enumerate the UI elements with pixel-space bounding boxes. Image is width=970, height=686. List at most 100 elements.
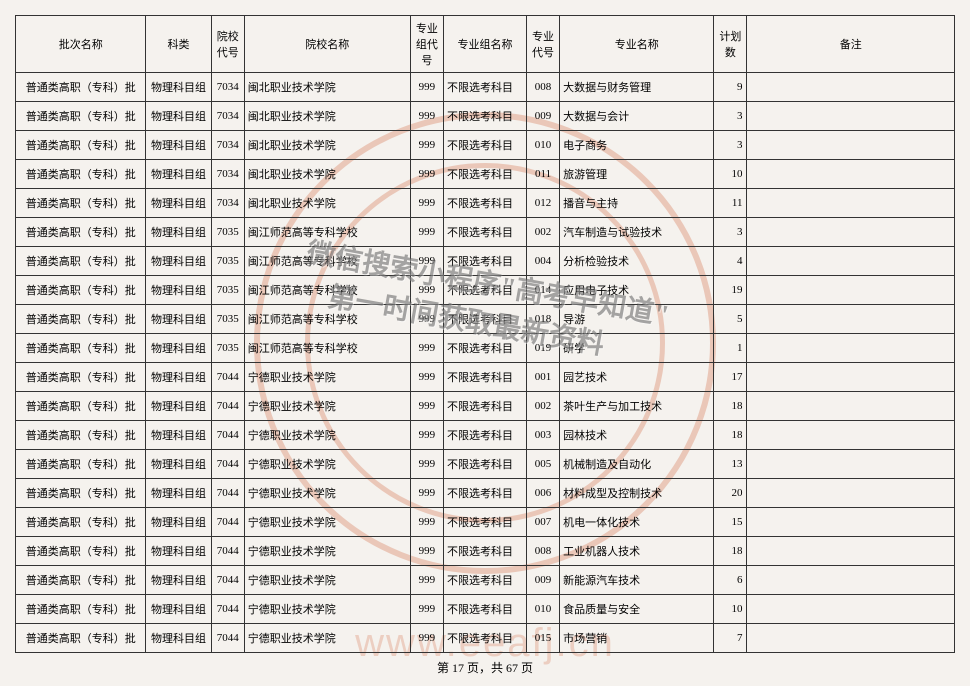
table-cell: 7035 (211, 218, 244, 247)
table-cell: 5 (714, 305, 747, 334)
table-cell: 物理科目组 (146, 450, 211, 479)
table-cell: 007 (526, 508, 559, 537)
table-cell (747, 276, 955, 305)
table-cell: 普通类高职（专科）批 (16, 276, 146, 305)
table-cell: 食品质量与安全 (560, 595, 714, 624)
table-cell: 18 (714, 537, 747, 566)
table-cell: 宁德职业技术学院 (244, 479, 410, 508)
table-cell: 普通类高职（专科）批 (16, 334, 146, 363)
page-footer: 第 17 页，共 67 页 (15, 659, 955, 676)
table-cell (747, 392, 955, 421)
table-cell (747, 218, 955, 247)
table-cell (747, 508, 955, 537)
table-cell: 物理科目组 (146, 247, 211, 276)
table-cell: 物理科目组 (146, 189, 211, 218)
table-cell (747, 131, 955, 160)
table-cell: 999 (410, 508, 443, 537)
table-cell: 不限选考科目 (443, 450, 526, 479)
table-cell (747, 450, 955, 479)
table-row: 普通类高职（专科）批物理科目组7044宁德职业技术学院999不限选考科目007机… (16, 508, 955, 537)
table-cell: 物理科目组 (146, 363, 211, 392)
table-cell: 003 (526, 421, 559, 450)
table-cell: 普通类高职（专科）批 (16, 305, 146, 334)
table-cell (747, 537, 955, 566)
table-cell: 012 (526, 189, 559, 218)
table-cell: 普通类高职（专科）批 (16, 421, 146, 450)
table-cell: 普通类高职（专科）批 (16, 160, 146, 189)
table-cell: 宁德职业技术学院 (244, 392, 410, 421)
table-cell: 普通类高职（专科）批 (16, 479, 146, 508)
col-header: 院校代号 (211, 16, 244, 73)
table-cell: 物理科目组 (146, 218, 211, 247)
table-cell: 11 (714, 189, 747, 218)
table-cell: 006 (526, 479, 559, 508)
table-body: 普通类高职（专科）批物理科目组7034闽北职业技术学院999不限选考科目008大… (16, 73, 955, 653)
table-cell: 3 (714, 131, 747, 160)
table-cell: 19 (714, 276, 747, 305)
table-cell: 001 (526, 363, 559, 392)
table-cell: 不限选考科目 (443, 363, 526, 392)
table-row: 普通类高职（专科）批物理科目组7044宁德职业技术学院999不限选考科目010食… (16, 595, 955, 624)
table-cell: 宁德职业技术学院 (244, 537, 410, 566)
table-cell: 002 (526, 392, 559, 421)
table-cell: 7044 (211, 421, 244, 450)
table-cell: 999 (410, 566, 443, 595)
table-cell: 不限选考科目 (443, 392, 526, 421)
table-cell: 不限选考科目 (443, 624, 526, 653)
table-cell: 7035 (211, 334, 244, 363)
table-cell: 10 (714, 160, 747, 189)
table-cell: 普通类高职（专科）批 (16, 247, 146, 276)
table-cell: 普通类高职（专科）批 (16, 131, 146, 160)
table-cell: 1 (714, 334, 747, 363)
table-cell: 999 (410, 392, 443, 421)
table-cell: 7034 (211, 73, 244, 102)
table-cell: 7044 (211, 595, 244, 624)
table-cell: 大数据与会计 (560, 102, 714, 131)
table-cell: 999 (410, 218, 443, 247)
table-row: 普通类高职（专科）批物理科目组7044宁德职业技术学院999不限选考科目006材… (16, 479, 955, 508)
col-header: 备注 (747, 16, 955, 73)
table-row: 普通类高职（专科）批物理科目组7044宁德职业技术学院999不限选考科目009新… (16, 566, 955, 595)
table-cell: 不限选考科目 (443, 73, 526, 102)
table-cell: 宁德职业技术学院 (244, 624, 410, 653)
table-cell (747, 479, 955, 508)
table-cell: 不限选考科目 (443, 218, 526, 247)
table-cell: 普通类高职（专科）批 (16, 450, 146, 479)
table-cell: 物理科目组 (146, 421, 211, 450)
table-cell: 7044 (211, 566, 244, 595)
table-row: 普通类高职（专科）批物理科目组7034闽北职业技术学院999不限选考科目011旅… (16, 160, 955, 189)
table-cell: 3 (714, 218, 747, 247)
table-cell: 999 (410, 73, 443, 102)
table-cell: 宁德职业技术学院 (244, 566, 410, 595)
table-cell: 普通类高职（专科）批 (16, 102, 146, 131)
table-cell: 7035 (211, 276, 244, 305)
table-cell: 大数据与财务管理 (560, 73, 714, 102)
table-cell: 闽北职业技术学院 (244, 73, 410, 102)
table-cell: 宁德职业技术学院 (244, 508, 410, 537)
table-cell (747, 595, 955, 624)
table-cell: 7044 (211, 537, 244, 566)
table-cell: 闽北职业技术学院 (244, 189, 410, 218)
table-cell: 999 (410, 479, 443, 508)
table-cell: 008 (526, 537, 559, 566)
table-cell (747, 334, 955, 363)
table-cell: 普通类高职（专科）批 (16, 595, 146, 624)
table-cell: 闽江师范高等专科学校 (244, 334, 410, 363)
table-header-row: 批次名称科类院校代号院校名称专业组代号专业组名称专业代号专业名称计划数备注 (16, 16, 955, 73)
table-row: 普通类高职（专科）批物理科目组7044宁德职业技术学院999不限选考科目003园… (16, 421, 955, 450)
table-cell: 普通类高职（专科）批 (16, 624, 146, 653)
table-cell: 材料成型及控制技术 (560, 479, 714, 508)
table-cell: 不限选考科目 (443, 131, 526, 160)
col-header: 专业组名称 (443, 16, 526, 73)
table-cell: 7044 (211, 479, 244, 508)
table-cell: 物理科目组 (146, 508, 211, 537)
table-cell: 物理科目组 (146, 334, 211, 363)
table-cell: 9 (714, 73, 747, 102)
table-cell: 005 (526, 450, 559, 479)
table-cell: 工业机器人技术 (560, 537, 714, 566)
table-cell: 物理科目组 (146, 102, 211, 131)
table-cell: 普通类高职（专科）批 (16, 73, 146, 102)
table-cell: 汽车制造与试验技术 (560, 218, 714, 247)
table-cell: 物理科目组 (146, 392, 211, 421)
table-cell: 物理科目组 (146, 276, 211, 305)
